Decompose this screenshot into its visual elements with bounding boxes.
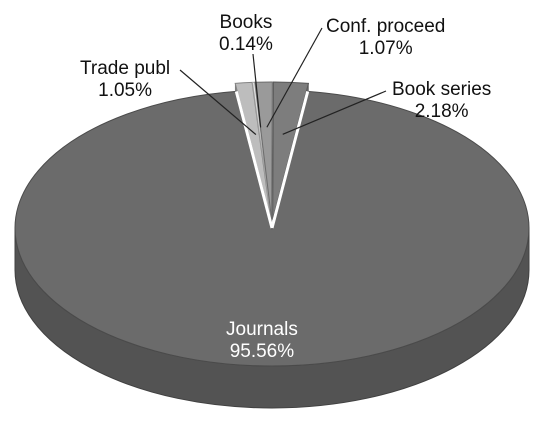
slice-gap-0 xyxy=(270,90,310,229)
label-trade-publ: Trade publ 1.05% xyxy=(80,58,170,102)
label-trade-publ-name: Trade publ xyxy=(80,58,171,79)
label-book-series-name: Book series xyxy=(392,79,492,100)
label-books-name: Books xyxy=(219,12,273,33)
label-book-series: Book series 2.18% xyxy=(392,79,491,123)
leader-book-series xyxy=(282,90,387,135)
label-conf-proceed: Conf. proceed 1.07% xyxy=(326,16,445,60)
label-conf-proceed-name: Conf. proceed xyxy=(326,16,446,37)
slice-journals xyxy=(14,90,530,367)
leader-lines xyxy=(179,27,387,136)
leader-conf-proceed xyxy=(266,27,323,128)
label-journals-name: Journals xyxy=(226,319,298,340)
leader-books xyxy=(252,53,262,128)
label-book-series-value: 2.18% xyxy=(414,101,469,122)
slice-gap-1 xyxy=(234,90,274,229)
label-books: Books 0.14% xyxy=(219,12,273,56)
label-books-value: 0.14% xyxy=(219,34,273,55)
label-trade-publ-value: 1.05% xyxy=(98,80,152,101)
pie-tops xyxy=(14,81,530,367)
label-journals-value: 95.56% xyxy=(229,341,295,362)
label-conf-proceed-value: 1.07% xyxy=(358,38,413,59)
leader-trade-publ xyxy=(179,69,257,136)
label-journals: Journals 95.56% xyxy=(226,319,298,363)
